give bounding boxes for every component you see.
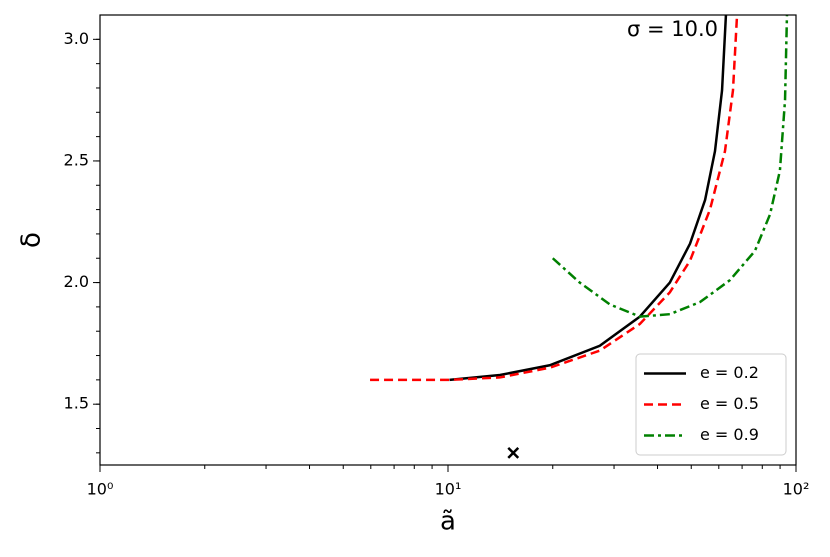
legend-label: e = 0.9 <box>700 425 759 444</box>
y-tick-label: 2.5 <box>64 150 89 169</box>
legend-label: e = 0.5 <box>700 394 759 413</box>
series-line <box>449 15 728 382</box>
x-axis-label: ã <box>440 507 456 537</box>
series-line <box>370 15 739 382</box>
y-tick-label: 1.5 <box>64 394 89 413</box>
y-axis-label: δ <box>17 232 47 248</box>
series-line <box>551 15 789 318</box>
plot-area <box>370 15 789 382</box>
x-tick-label: 10⁰ <box>87 480 114 499</box>
plot-frame <box>99 14 797 466</box>
y-tick-label: 3.0 <box>64 29 89 48</box>
legend-box <box>635 353 787 456</box>
x-tick-label: 10² <box>783 480 810 499</box>
x-tick-label: 10¹ <box>435 480 462 499</box>
annotation: σ = 10.0 <box>627 17 718 41</box>
y-tick-label: 2.0 <box>64 272 89 291</box>
legend-label: e = 0.2 <box>700 363 759 382</box>
marker-point <box>507 446 520 459</box>
